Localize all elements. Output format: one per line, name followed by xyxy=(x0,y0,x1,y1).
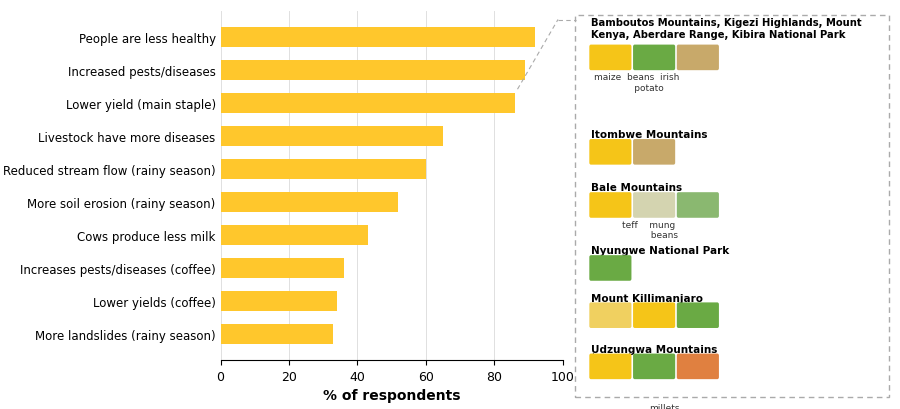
Text: Nyungwe National Park: Nyungwe National Park xyxy=(591,246,729,256)
Text: banana: banana xyxy=(591,352,625,361)
Text: Bamboutos Mountains, Kigezi Highlands, Mount
Kenya, Aberdare Range, Kibira Natio: Bamboutos Mountains, Kigezi Highlands, M… xyxy=(591,18,861,40)
Bar xyxy=(220,127,443,146)
Bar xyxy=(220,94,515,114)
FancyBboxPatch shape xyxy=(590,303,632,328)
Text: Itombwe Mountains: Itombwe Mountains xyxy=(591,130,707,140)
X-axis label: % of respondents: % of respondents xyxy=(323,388,460,402)
Text: millets: millets xyxy=(649,403,680,409)
Text: Mount Killimanjaro: Mount Killimanjaro xyxy=(591,293,703,303)
FancyBboxPatch shape xyxy=(677,354,719,379)
FancyBboxPatch shape xyxy=(677,303,719,328)
FancyBboxPatch shape xyxy=(633,354,675,379)
FancyBboxPatch shape xyxy=(590,45,632,71)
FancyBboxPatch shape xyxy=(677,193,719,218)
FancyBboxPatch shape xyxy=(575,16,889,397)
Text: Udzungwa Mountains: Udzungwa Mountains xyxy=(591,344,717,354)
Bar xyxy=(220,28,536,48)
Bar xyxy=(220,226,367,245)
FancyBboxPatch shape xyxy=(590,256,632,281)
FancyBboxPatch shape xyxy=(677,45,719,71)
Bar xyxy=(220,324,333,344)
Bar xyxy=(220,193,399,212)
FancyBboxPatch shape xyxy=(633,140,675,165)
Bar xyxy=(220,292,337,311)
FancyBboxPatch shape xyxy=(590,140,632,165)
Bar xyxy=(220,258,344,278)
Text: teff    mung
          beans: teff mung beans xyxy=(622,220,678,240)
FancyBboxPatch shape xyxy=(633,45,675,71)
Bar xyxy=(220,61,525,81)
FancyBboxPatch shape xyxy=(590,354,632,379)
Text: maize  beans  irish
              potato: maize beans irish potato xyxy=(594,73,680,92)
Text: Bale Mountains: Bale Mountains xyxy=(591,183,682,193)
FancyBboxPatch shape xyxy=(633,303,675,328)
Bar xyxy=(220,160,426,180)
FancyBboxPatch shape xyxy=(590,193,632,218)
FancyBboxPatch shape xyxy=(633,193,675,218)
